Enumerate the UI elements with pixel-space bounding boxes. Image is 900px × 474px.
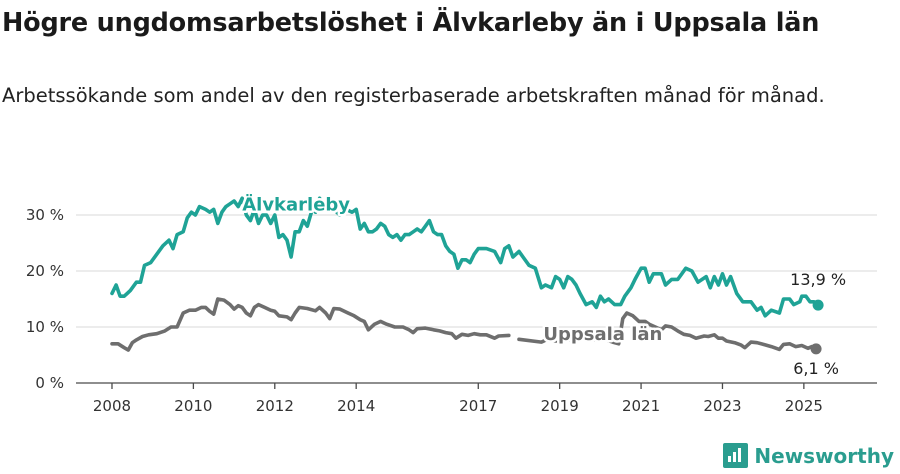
series-line-lvkarleby: [110, 196, 820, 318]
series-endpoint-uppsala-l-n: [810, 343, 822, 355]
x-tick-label: 2012: [256, 397, 294, 415]
end-value-label-uppsala-l-n: 6,1 %: [793, 359, 839, 378]
series-label-lvkarleby: Älvkarleby: [242, 194, 350, 216]
chart-subtitle: Arbetssökande som andel av den registerb…: [2, 84, 825, 107]
x-tick-label: 2023: [703, 397, 741, 415]
x-tick-label: 2014: [337, 397, 375, 415]
newsworthy-logo-icon: [723, 443, 749, 468]
brand-footer: Newsworthy: [723, 443, 894, 468]
x-tick-label: 2010: [174, 397, 212, 415]
x-tick-label: 2021: [622, 397, 660, 415]
x-tick-label: 2008: [93, 397, 131, 415]
y-tick-label: 20 %: [26, 262, 64, 280]
y-tick-label: 10 %: [26, 318, 64, 336]
x-tick-label: 2017: [459, 397, 497, 415]
series-label-halo-lvkarleby: Älvkarleby: [242, 194, 350, 216]
series-endpoint-lvkarleby: [812, 299, 824, 311]
y-tick-label: 0 %: [35, 374, 64, 392]
series-label-halo-uppsala-l-n: Uppsala län: [543, 324, 662, 345]
series-label-uppsala-l-n: Uppsala län: [543, 324, 662, 345]
x-tick-label: 2019: [541, 397, 579, 415]
chart-title: Högre ungdomsarbetslöshet i Älvkarleby ä…: [2, 8, 820, 38]
end-value-label-lvkarleby: 13,9 %: [790, 270, 846, 289]
series-line-uppsala-l-n: [110, 297, 818, 352]
x-tick-label: 2025: [785, 397, 823, 415]
y-tick-label: 30 %: [26, 206, 64, 224]
brand-name: Newsworthy: [754, 443, 894, 468]
